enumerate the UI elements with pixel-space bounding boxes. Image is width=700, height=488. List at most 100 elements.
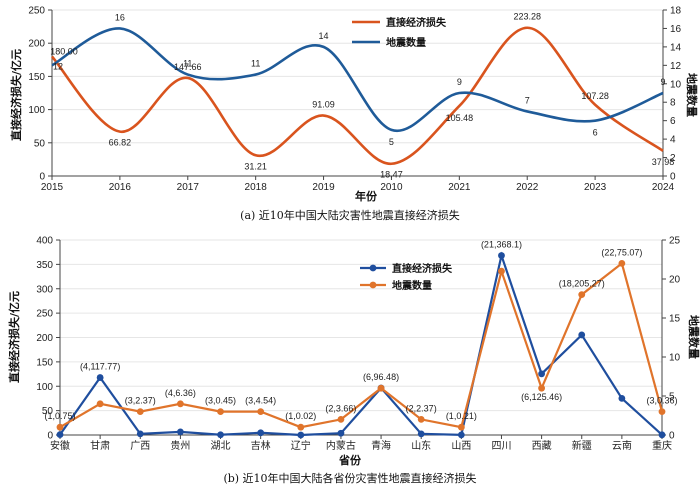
series-point-count-b [578,291,586,298]
x-tick-label-a: 2019 [312,182,335,193]
series-line-loss-b [59,251,663,437]
x-tick-label-a: 2024 [652,182,675,193]
x-tick-label-b: 山东 [411,439,431,452]
series-point-count-b [96,400,104,408]
y-tick-label-left-a: 200 [28,39,45,50]
x-tick-label-b: 广西 [130,440,150,452]
y-axis-title-left-b: 直接经济损失/亿元 [7,291,21,383]
x-tick-label-b: 湖北 [211,440,231,452]
data-label-loss-a: 37.98 [652,157,675,167]
y-axis-title-right-b: 地震数量 [687,315,700,359]
legend-label-loss-a: 直接经济损失 [386,16,447,29]
y-tick-label-right-a: 4 [670,135,676,146]
data-label-loss-a: 18.47 [380,170,403,180]
data-label-count-a: 11 [183,59,192,69]
point-label-b: (18,205.27) [559,279,605,289]
x-tick-label-a: 2022 [516,182,539,193]
legend-label-loss-b: 直接经济损失 [392,262,453,275]
y-tick-label-left-a: 150 [28,72,45,83]
series-point-count-b [498,267,505,275]
y-tick-label-right-b: 10 [669,353,681,364]
y-tick-label-left-b: 200 [36,333,53,344]
series-point-count-b [56,423,64,431]
y-axis-title-left-a: 直接经济损失/亿元 [9,49,23,141]
x-tick-label-b: 青海 [371,439,391,452]
series-point-count-b [457,423,465,431]
point-label-b: (22,75.07) [601,247,642,257]
point-label-b: (2,3.66) [325,403,356,413]
x-axis-title-a: 年份 [355,189,378,203]
series-point-loss-b [538,370,545,378]
series-point-count-b [217,408,224,415]
series-point-count-b [297,423,305,431]
x-tick-label-b: 吉林 [251,439,271,452]
series-point-count-b [377,384,385,392]
y-tick-label-left-b: 150 [36,357,53,368]
data-label-loss-a: 105.48 [446,113,474,123]
x-tick-label-a: 2015 [41,182,64,193]
y-tick-label-right-a: 10 [670,79,682,90]
series-point-count-b [417,416,425,423]
y-tick-label-left-b: 250 [36,309,53,320]
x-tick-label-b: 安徽 [50,439,70,452]
y-tick-label-right-b: 25 [669,236,681,247]
series-line-loss-a [51,26,664,166]
series-point-loss-b [658,431,666,439]
series-point-count-b [658,408,666,415]
data-label-loss-a: 31.21 [244,161,267,171]
y-tick-label-left-a: 50 [34,138,46,149]
y-tick-label-right-a: 8 [670,98,676,109]
data-label-count-a: 7 [525,95,530,105]
series-point-loss-b [618,395,626,402]
x-tick-label-a: 2010 [380,182,403,193]
x-tick-label-b: 辽宁 [291,439,311,452]
data-label-count-a: 5 [389,137,394,147]
x-tick-label-b: 重庆 [652,439,672,452]
point-label-b: (1,0.02) [285,411,316,421]
y-axis-title-right-a: 地震数量 [685,73,699,117]
data-label-count-a: 14 [319,31,329,41]
series-point-loss-b [457,431,465,439]
x-tick-label-a: 2017 [177,182,200,193]
x-tick-label-b: 贵州 [170,439,190,452]
panel-a: 0 50 100 150 200 250 0 2 4 6 8 10 12 14 16 18 2015 2016 20… [9,6,699,223]
x-tick-label-a: 2018 [245,182,268,193]
x-tick-label-a: 2021 [448,182,471,193]
point-label-b: (21,368.1) [481,240,522,250]
legend-marker-count-b [369,281,377,289]
point-label-b: (1,0.21) [446,411,477,421]
caption-a: (a) 近10年中国大陆灾害性地震直接经济损失 [240,208,460,222]
point-label-b: (3,0.36) [646,396,677,406]
series-point-loss-b [337,429,345,437]
data-label-loss-a: 107.28 [581,91,609,101]
x-tick-label-b: 西藏 [532,440,552,452]
point-label-b: (6,125.46) [521,392,562,402]
series-point-count-b [257,408,265,415]
data-label-loss-a: 91.09 [312,100,335,110]
legend-marker-loss-b [369,264,377,272]
data-label-count-a: 9 [457,77,462,87]
y-tick-label-right-a: 0 [670,172,676,183]
x-tick-label-a: 2016 [109,182,132,193]
y-tick-label-right-b: 15 [669,314,681,325]
y-tick-label-right-a: 2 [670,153,676,164]
x-axis-title-b: 省份 [338,453,362,467]
series-point-loss-b [297,431,305,439]
x-tick-label-b: 山西 [451,440,471,452]
data-label-loss-a: 147.66 [174,62,202,72]
x-tick-label-b: 四川 [491,441,511,452]
series-point-loss-b [417,430,425,438]
point-label-b: (4,6.36) [165,388,196,398]
y-tick-label-left-a: 100 [28,105,45,116]
series-point-loss-b [136,430,144,438]
point-label-b: (6,96.48) [363,372,399,382]
point-label-b: (2,2.37) [406,403,437,413]
series-point-loss-b [96,374,104,381]
data-label-count-a: 12 [53,61,63,71]
series-point-loss-b [578,331,586,339]
y-tick-label-right-a: 18 [670,6,682,17]
y-tick-label-left-a: 250 [28,6,45,17]
data-label-loss-a: 223.28 [513,12,541,22]
data-label-loss-a: 66.82 [109,138,132,148]
